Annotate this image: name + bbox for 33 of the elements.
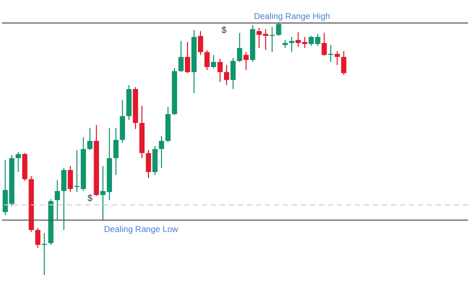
candlestick: [289, 36, 294, 53]
candlestick: [334, 50, 340, 66]
candlestick: [184, 41, 190, 74]
ref-line-label: Dealing Range Low: [104, 224, 180, 234]
ref-line-label: Dealing Range High: [254, 11, 330, 22]
candlestick: [87, 128, 92, 151]
candlestick: [328, 44, 334, 62]
candlestick: [341, 50, 346, 76]
candlestick: [198, 30, 204, 56]
candlestick: [61, 167, 66, 230]
candlestick: [152, 145, 158, 176]
candlestick: [158, 136, 164, 168]
candlestick: [244, 52, 249, 71]
candlestick: [113, 128, 119, 176]
candlestick: [236, 32, 242, 62]
candlestick: [16, 152, 21, 173]
candlestick: [322, 32, 327, 56]
annotation: $: [87, 193, 93, 203]
candlestick: [204, 50, 210, 71]
candlestick: [68, 165, 73, 193]
candlestick: [54, 180, 60, 221]
candlestick: [230, 57, 236, 90]
candlestick: [146, 150, 152, 179]
candlestick: [210, 54, 216, 69]
candlestick: [120, 99, 126, 144]
annotation: $: [221, 25, 227, 35]
candlestick: [42, 232, 47, 276]
candlestick: [178, 40, 184, 73]
candlestick: [224, 64, 230, 86]
candlestick: [276, 22, 282, 36]
candlestick: [35, 227, 40, 248]
candlestick: [217, 58, 223, 82]
candlestick: [270, 26, 275, 53]
